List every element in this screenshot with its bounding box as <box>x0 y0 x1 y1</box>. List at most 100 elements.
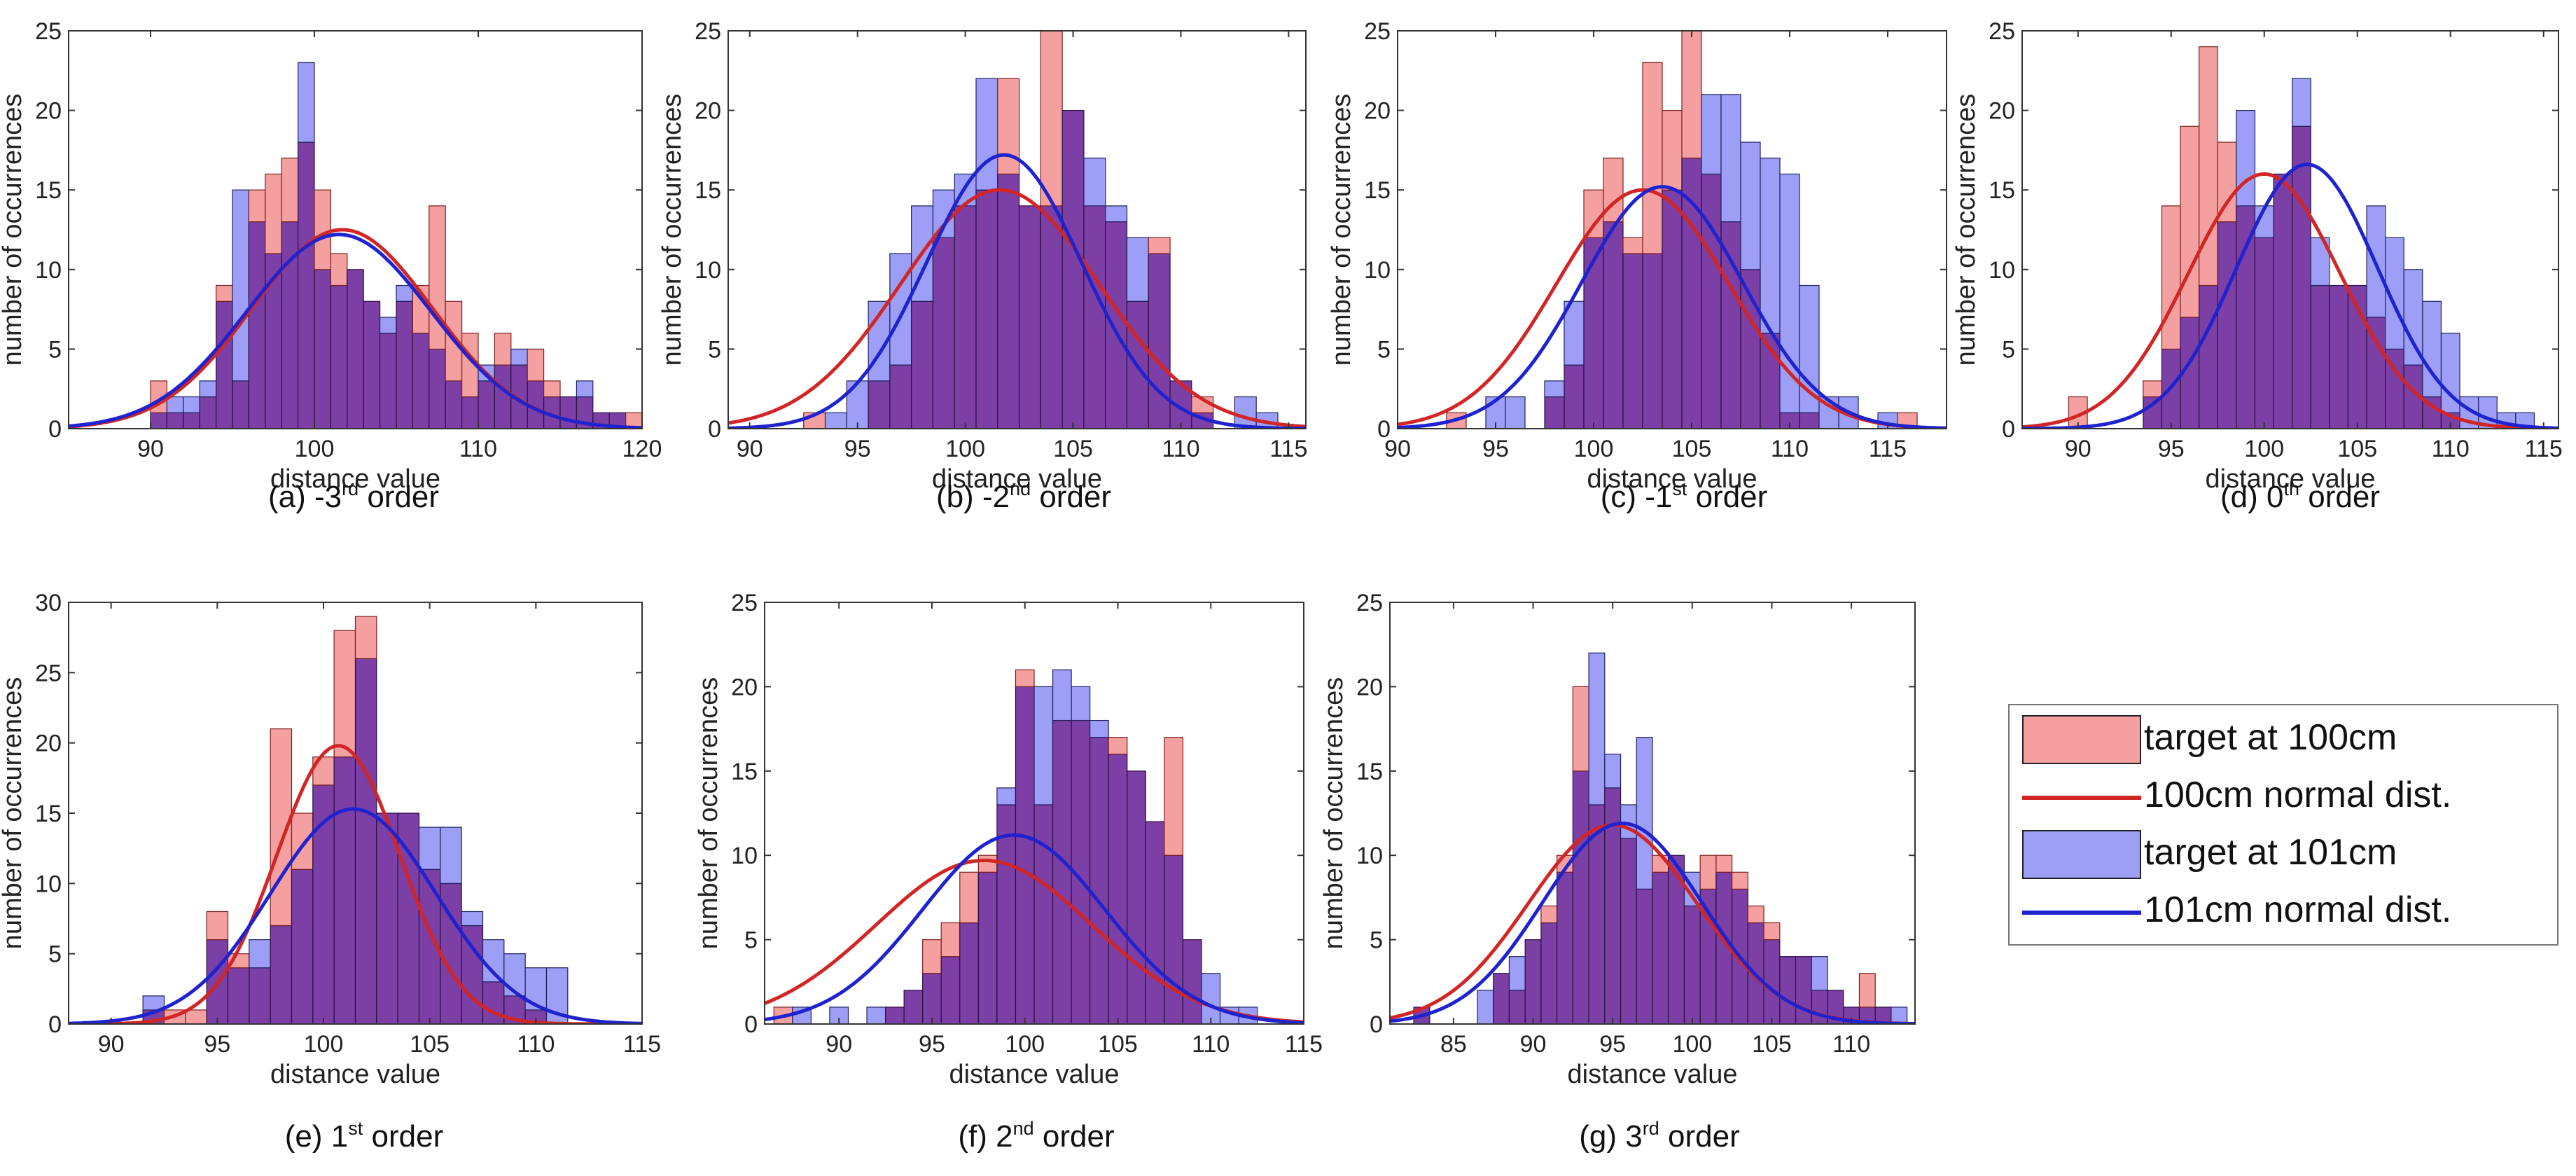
bars-group <box>728 31 1306 429</box>
bar-target-100 <box>1662 110 1683 191</box>
bar-overlap <box>940 956 961 1024</box>
caption-g: (g) 3rd order <box>1579 1118 1740 1154</box>
y-tick-label: 20 <box>1364 98 1391 125</box>
panel-e: 90 95 100 105 110 115 0 5 10 15 20 25 30 distance val… <box>0 590 661 1089</box>
y-tick-label: 15 <box>1364 177 1391 204</box>
axes-box <box>764 602 1304 1025</box>
bar-overlap <box>1795 956 1812 1024</box>
bar-overlap <box>975 189 998 429</box>
bar-overlap <box>1524 939 1542 1024</box>
y-tick-label: 30 <box>35 590 62 616</box>
fit-curve-101 <box>765 833 1304 1024</box>
y-tick-label: 0 <box>1370 1011 1383 1038</box>
legend-item-target-101: target at 101cm <box>2010 827 2556 883</box>
bar-target-100 <box>2143 380 2163 398</box>
y-tick-label: 10 <box>1364 257 1391 284</box>
x-tick-label: 90 <box>137 436 164 462</box>
bars-group <box>69 616 642 1024</box>
x-tick-label: 115 <box>1285 1031 1323 1058</box>
x-tick-label: 110 <box>1162 436 1199 462</box>
y-tick-label: 5 <box>708 336 721 363</box>
x-tick-label: 90 <box>98 1031 125 1058</box>
y-tick-label: 0 <box>744 1011 758 1038</box>
bar-target-100 <box>2180 125 2200 318</box>
x-tick-label: 100 <box>1574 436 1614 462</box>
bar-overlap <box>1564 364 1585 429</box>
bar-target-101 <box>298 62 315 143</box>
bar-overlap <box>889 364 912 429</box>
bar-target-101 <box>1891 1006 1908 1024</box>
legend-swatch-blue <box>2022 830 2141 879</box>
bars-group <box>2022 46 2558 429</box>
y-axis-label: number of occurrences <box>0 677 27 950</box>
x-tick-label: 100 <box>945 436 985 462</box>
bar-target-101 <box>975 78 998 191</box>
bar-target-100 <box>977 855 998 873</box>
bar-overlap <box>2366 317 2386 429</box>
fit-curve-100 <box>1398 188 1947 429</box>
x-tick-label: 105 <box>1752 1031 1792 1058</box>
caption-f: (f) 2nd order <box>958 1118 1115 1154</box>
y-tick-label: 15 <box>1989 177 2015 204</box>
y-tick-label: 10 <box>731 843 758 869</box>
y-tick-label: 5 <box>1370 927 1383 954</box>
bar-overlap <box>249 967 271 1024</box>
legend: target at 100cm 100cm normal dist. targe… <box>2008 704 2558 946</box>
y-tick-label: 15 <box>1356 759 1383 785</box>
plot-area: 85 90 95 100 105 110 0 5 10 15 20 25 distance value n… <box>1319 590 1916 1089</box>
bar-overlap <box>376 812 398 1024</box>
axes-box <box>1389 602 1916 1025</box>
bar-target-100 <box>1681 31 1702 159</box>
plot-area: 90 95 100 105 110 115 0 5 10 15 20 25 30 distance val… <box>0 590 661 1089</box>
y-tick-label: 10 <box>1356 843 1383 869</box>
x-tick-label: 95 <box>2158 436 2185 462</box>
fit-curve-100 <box>728 188 1306 429</box>
y-tick-label: 15 <box>731 759 758 785</box>
x-tick-label: 95 <box>844 436 871 462</box>
bar-target-101 <box>1508 956 1526 991</box>
bar-overlap <box>2199 284 2218 429</box>
bars-group <box>765 669 1304 1024</box>
bar-target-100 <box>1164 737 1184 856</box>
bar-overlap <box>270 925 293 1024</box>
bar-overlap <box>903 990 924 1024</box>
x-tick-label: 90 <box>1384 436 1411 462</box>
fit-curve-100 <box>2022 172 2558 429</box>
bar-overlap <box>354 658 377 1024</box>
x-axis-label: distance value <box>2206 464 2376 494</box>
x-axis-label: distance value <box>932 464 1102 494</box>
bar-target-101 <box>1760 158 1781 334</box>
bar-target-100 <box>1015 669 1035 688</box>
bar-target-101 <box>1588 652 1606 805</box>
bar-overlap <box>2329 284 2349 429</box>
bar-target-100 <box>206 911 229 941</box>
bar-overlap <box>1662 189 1683 429</box>
bar-overlap <box>2292 125 2311 429</box>
y-tick-label: 15 <box>35 801 62 827</box>
y-tick-label: 5 <box>48 336 62 363</box>
caption-e: (e) 1st order <box>284 1118 444 1154</box>
bar-overlap <box>397 812 420 1024</box>
bar-target-101 <box>1071 686 1091 721</box>
bar-target-101 <box>1564 300 1585 366</box>
bar-target-101 <box>1740 141 1761 270</box>
y-tick-label: 10 <box>695 257 721 284</box>
bar-overlap <box>1572 770 1589 1024</box>
y-tick-label: 25 <box>1356 590 1383 616</box>
axes-box <box>1397 30 1947 429</box>
x-tick-label: 95 <box>1599 1031 1626 1058</box>
x-tick-label: 110 <box>1192 1031 1230 1058</box>
bars-group <box>1398 31 1947 429</box>
bar-target-100 <box>1699 855 1717 890</box>
bar-target-100 <box>1108 737 1128 755</box>
bar-target-101 <box>829 1006 849 1024</box>
bar-target-101 <box>1126 237 1149 302</box>
bar-target-101 <box>461 911 484 927</box>
x-tick-label: 95 <box>204 1031 230 1058</box>
bar-target-101 <box>1477 990 1494 1024</box>
bar-overlap <box>1018 205 1041 429</box>
y-tick-label: 0 <box>48 416 62 443</box>
x-tick-label: 90 <box>2065 436 2091 462</box>
panel-f: 90 95 100 105 110 115 0 5 10 15 20 25 distance value… <box>694 590 1323 1089</box>
